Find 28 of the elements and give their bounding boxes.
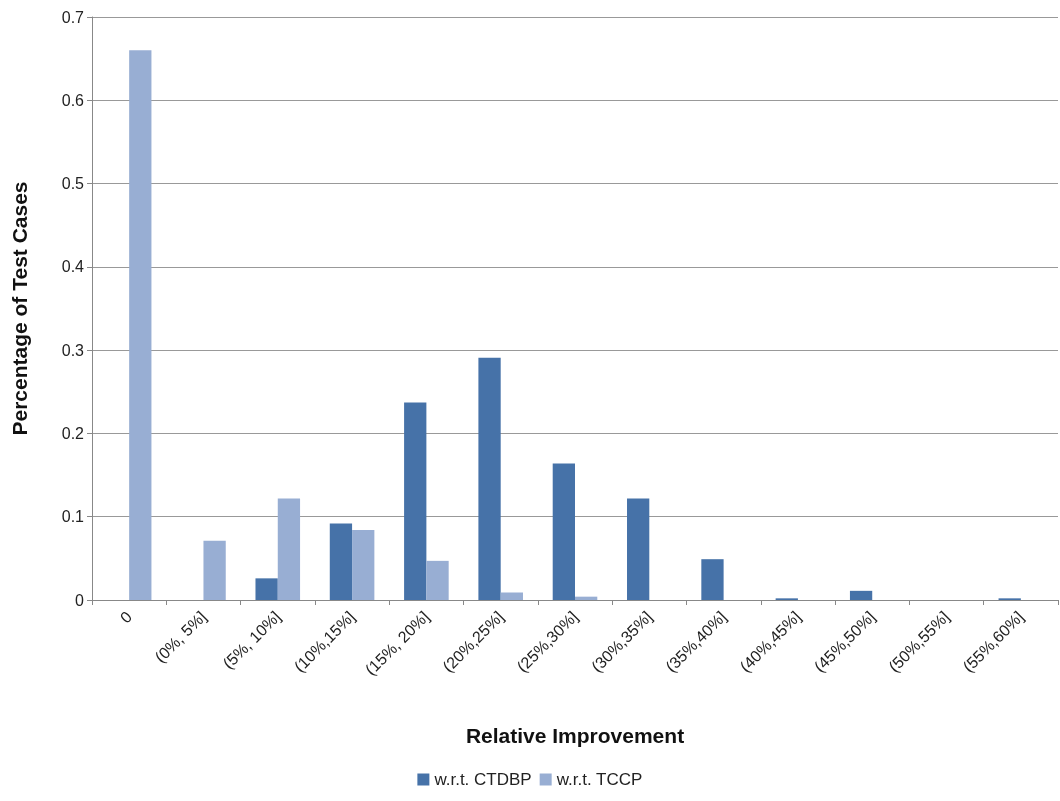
- y-tick-label: 0.1: [61, 508, 85, 526]
- bar: [849, 590, 873, 600]
- bar: [478, 357, 501, 600]
- bar: [404, 402, 427, 600]
- y-tick-label: 0: [75, 591, 85, 609]
- bar: [329, 523, 353, 600]
- y-tick-label: 0.4: [61, 258, 85, 276]
- y-tick-label: 0.6: [61, 91, 85, 109]
- y-tick-label: 0.5: [61, 175, 85, 193]
- bar: [129, 50, 152, 600]
- x-tick-label: (0%, 5%]: [151, 607, 210, 666]
- legend-label: w.r.t. TCCP: [555, 770, 643, 789]
- x-tick-label: 0: [116, 607, 136, 627]
- bar: [255, 578, 278, 600]
- legend-label: w.r.t. CTDBP: [433, 770, 532, 789]
- bar: [203, 540, 226, 600]
- bar: [426, 560, 449, 600]
- x-axis-title: Relative Improvement: [465, 724, 685, 747]
- bar: [701, 559, 724, 600]
- bar: [627, 498, 650, 600]
- y-axis-title: Percentage of Test Cases: [8, 181, 31, 436]
- y-tick-label: 0.3: [61, 341, 85, 359]
- bar: [500, 592, 523, 600]
- bar: [552, 463, 575, 600]
- y-tick-label: 0.2: [61, 424, 85, 442]
- y-tick-label: 0.7: [61, 8, 85, 26]
- bar: [352, 530, 375, 600]
- bar: [277, 498, 301, 600]
